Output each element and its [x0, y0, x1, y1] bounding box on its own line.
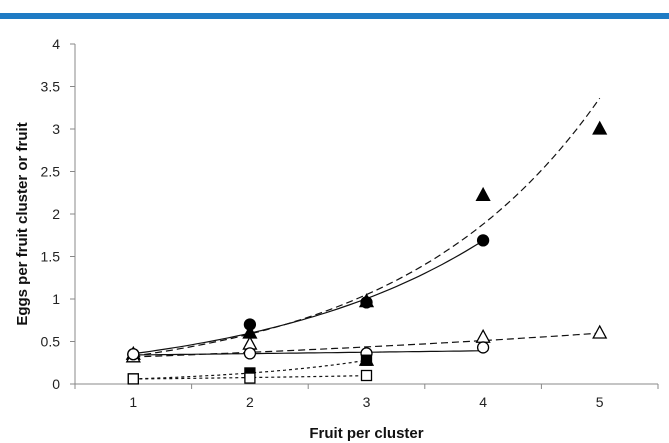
header-bar — [0, 13, 669, 19]
trend-line — [133, 97, 601, 357]
y-axis-title: Eggs per fruit cluster or fruit — [14, 122, 31, 325]
data-point-triangle — [592, 324, 608, 339]
data-point-circle — [243, 347, 257, 360]
data-point-circle — [476, 341, 490, 354]
trend-line — [133, 350, 484, 356]
data-points — [125, 120, 608, 385]
data-point-circle — [127, 348, 140, 361]
x-tick-label: 3 — [363, 394, 371, 410]
y-tick-label: 3.5 — [41, 79, 61, 95]
data-point-square — [127, 373, 139, 385]
y-tick-label: 1 — [52, 291, 60, 307]
x-tick-label: 1 — [129, 394, 137, 410]
trend-line — [133, 240, 484, 355]
data-point-triangle — [592, 120, 608, 135]
data-point-circle — [476, 234, 490, 247]
y-tick-label: 3 — [52, 121, 60, 137]
x-tick-label: 2 — [246, 394, 254, 410]
x-axis-title: Fruit per cluster — [309, 425, 423, 442]
y-tick-label: 0.5 — [41, 334, 61, 350]
y-tick-label: 4 — [52, 36, 60, 52]
data-point-triangle — [475, 328, 491, 343]
x-tick-label: 4 — [479, 394, 487, 410]
y-ticks: 0 0.5 1 1.5 2 2.5 3 3.5 4 — [41, 36, 75, 392]
y-tick-label: 0 — [52, 376, 60, 392]
data-point-square — [244, 372, 256, 384]
trend-lines — [133, 97, 601, 380]
y-tick-label: 2 — [52, 206, 60, 222]
x-ticks: 1 2 3 4 5 — [74, 384, 659, 410]
data-point-circle — [243, 318, 257, 331]
y-tick-label: 1.5 — [41, 249, 61, 265]
data-point-triangle — [475, 186, 491, 201]
x-tick-label: 5 — [596, 394, 604, 410]
data-point-square — [360, 354, 373, 366]
data-point-square — [360, 369, 373, 382]
data-point-circle — [360, 296, 373, 309]
y-tick-label: 2.5 — [41, 164, 61, 180]
